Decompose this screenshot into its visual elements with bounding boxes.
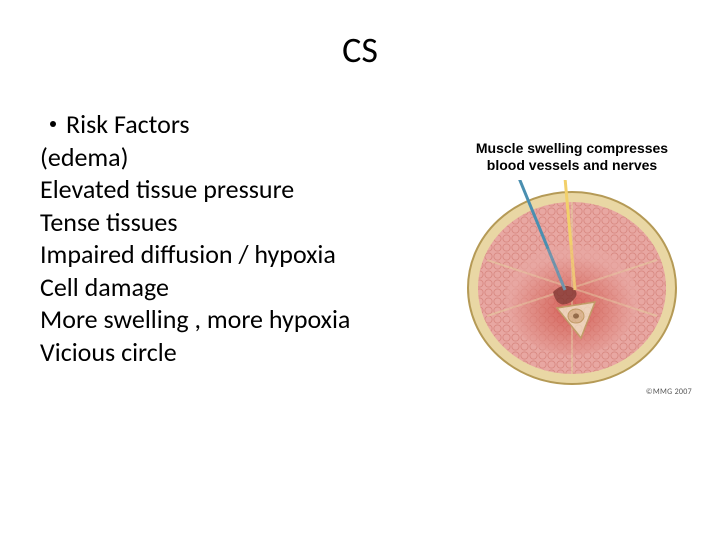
text-line-4: Cell damage (40, 271, 350, 304)
text-block: Risk Factors (edema) Elevated tissue pre… (40, 108, 350, 368)
text-line-6: Vicious circle (40, 336, 350, 369)
text-line-1: Elevated tissue pressure (40, 173, 350, 206)
figure-credit: ©MMG 2007 (646, 387, 692, 397)
bullet-heading: Risk Factors (66, 108, 190, 141)
slide-title: CS (40, 28, 680, 72)
figure: Muscle swelling compresses blood vessels… (452, 140, 692, 395)
caption-line-1: Muscle swelling compresses (476, 140, 668, 156)
text-line-3: Impaired diffusion / hypoxia (40, 238, 350, 271)
slide: CS Risk Factors (edema) Elevated tissue … (0, 0, 720, 540)
text-line-0: (edema) (40, 141, 350, 174)
text-line-5: More swelling , more hypoxia (40, 303, 350, 336)
bullet-line: Risk Factors (40, 108, 350, 141)
figure-caption: Muscle swelling compresses blood vessels… (452, 140, 692, 174)
caption-line-2: blood vessels and nerves (487, 157, 657, 173)
cross-section-diagram-icon (457, 180, 687, 390)
text-line-2: Tense tissues (40, 206, 350, 239)
bullet-icon (50, 121, 56, 127)
